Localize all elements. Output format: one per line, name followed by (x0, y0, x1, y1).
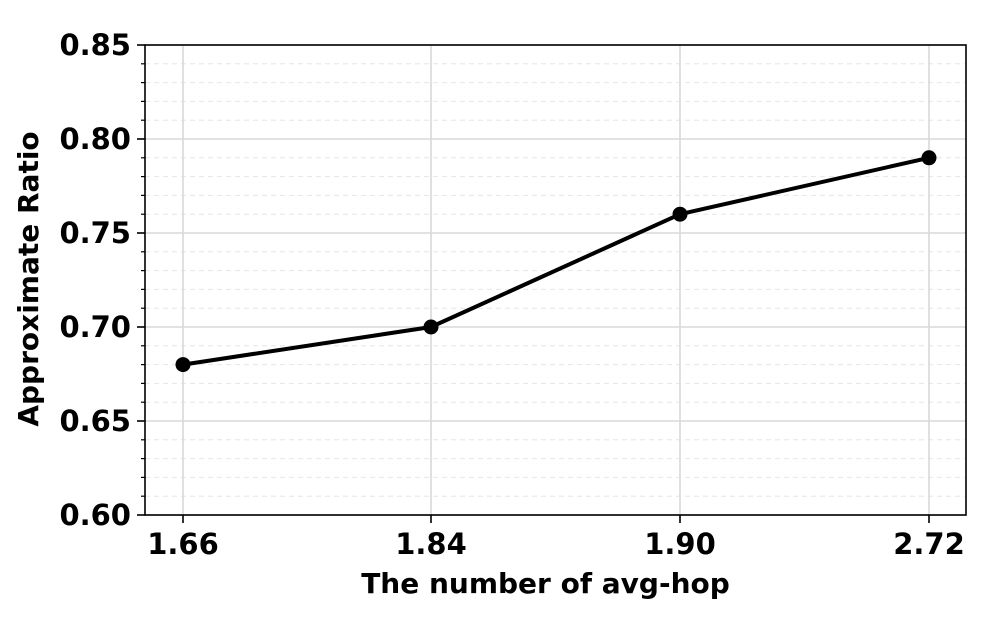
x-tick-label: 1.90 (644, 527, 716, 561)
y-tick-label: 0.80 (59, 122, 131, 156)
plot-frame (144, 44, 967, 516)
data-point (672, 206, 688, 222)
y-tick-label: 0.60 (59, 498, 131, 532)
x-axis-title: The number of avg-hop (361, 567, 730, 600)
y-tick-label: 0.65 (59, 404, 131, 438)
y-tick-label: 0.75 (59, 216, 131, 250)
grid (145, 44, 966, 516)
x-tick-label: 1.66 (147, 527, 219, 561)
x-tick-label: 2.72 (893, 527, 965, 561)
data-point (423, 319, 439, 335)
x-tick-label: 1.84 (395, 527, 467, 561)
data-point (921, 150, 937, 166)
y-tick-label: 0.70 (59, 310, 131, 344)
series-layer (175, 150, 937, 373)
ticks: 0.60 0.65 0.70 0.75 0.80 0.85 1.66 1.84 1.90 2.72 (59, 28, 964, 561)
y-axis-title: Approximate Ratio (12, 131, 45, 426)
data-point (175, 357, 191, 373)
y-tick-label: 0.85 (59, 28, 131, 62)
series-line (182, 155, 930, 367)
